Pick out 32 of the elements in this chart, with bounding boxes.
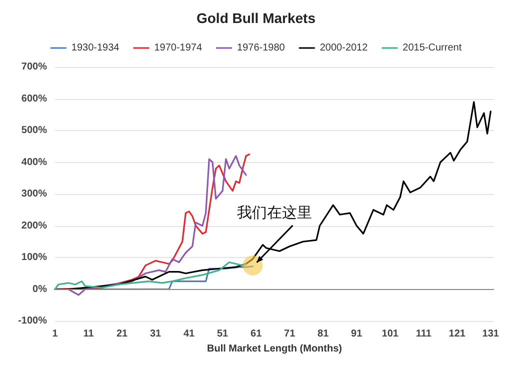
legend-label: 1970-1974	[154, 42, 202, 54]
x-tick-label: 41	[183, 328, 196, 340]
x-tick-label: 1	[52, 328, 58, 340]
y-tick-label: 300%	[21, 188, 48, 200]
x-axis-title: Bull Market Length (Months)	[207, 343, 342, 354]
y-tick-label: 100%	[21, 252, 48, 263]
y-tick-label: 500%	[21, 125, 48, 136]
legend-label: 2000-2012	[320, 42, 368, 54]
y-tick-label: 400%	[21, 156, 48, 168]
x-tick-label: 71	[284, 328, 296, 340]
x-tick-label: 81	[318, 328, 330, 340]
line-series	[54, 101, 492, 290]
x-tick-label: 121	[448, 328, 466, 340]
y-tick-label: 200%	[21, 220, 48, 232]
y-tick-label: 0%	[32, 284, 48, 295]
x-tick-label: 111	[416, 328, 432, 340]
legend-label: 2015-Current	[402, 42, 462, 54]
y-tick-label: 600%	[21, 93, 48, 104]
x-tick-label: 31	[150, 328, 162, 340]
annotation: 我们在这里	[237, 203, 312, 222]
legend-label: 1930-1934	[71, 42, 120, 54]
x-tick-label: 51	[216, 328, 229, 340]
y-tick-label: -100%	[18, 316, 48, 326]
legend-label: 1976-1980	[237, 42, 286, 54]
chart-title: Gold Bull Markets	[196, 10, 316, 26]
y-tick-label: 700%	[21, 62, 48, 72]
x-tick-label: 131	[482, 328, 500, 340]
x-tick-label: 21	[116, 328, 128, 340]
x-tick-label: 101	[382, 328, 399, 340]
x-tick-label: 11	[83, 328, 94, 340]
x-tick-label: 91	[351, 328, 363, 340]
x-tick-label: 61	[250, 328, 262, 340]
